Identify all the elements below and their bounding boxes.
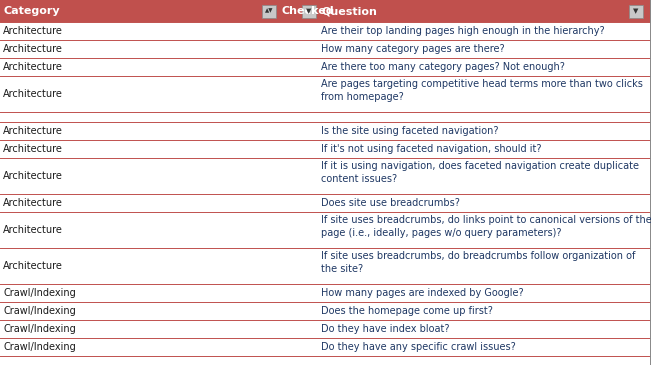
Text: Do they have index bloat?: Do they have index bloat? — [321, 324, 449, 334]
Text: Is the site using faceted navigation?: Is the site using faceted navigation? — [321, 126, 499, 136]
Text: Does site use breadcrumbs?: Does site use breadcrumbs? — [321, 198, 460, 208]
Text: ▲▼: ▲▼ — [265, 8, 273, 14]
Text: Architecture: Architecture — [3, 62, 63, 72]
Text: Are pages targeting competitive head terms more than two clicks
from homepage?: Are pages targeting competitive head ter… — [321, 79, 643, 102]
Text: ▼: ▼ — [633, 8, 639, 14]
Text: Are there too many category pages? Not enough?: Are there too many category pages? Not e… — [321, 62, 565, 72]
Text: How many category pages are there?: How many category pages are there? — [321, 44, 505, 54]
Text: If site uses breadcrumbs, do breadcrumbs follow organization of
the site?: If site uses breadcrumbs, do breadcrumbs… — [321, 251, 635, 274]
Text: If it is using navigation, does faceted navigation create duplicate
content issu: If it is using navigation, does faceted … — [321, 161, 639, 184]
Text: Does the homepage come up first?: Does the homepage come up first? — [321, 306, 493, 316]
Text: Crawl/Indexing: Crawl/Indexing — [3, 342, 76, 352]
Text: Architecture: Architecture — [3, 26, 63, 36]
Text: Category: Category — [4, 6, 61, 16]
Text: If site uses breadcrumbs, do links point to canonical versions of the
page (i.e.: If site uses breadcrumbs, do links point… — [321, 215, 651, 238]
Text: Architecture: Architecture — [3, 198, 63, 208]
Text: Crawl/Indexing: Crawl/Indexing — [3, 288, 76, 298]
Bar — [629, 4, 643, 18]
Bar — [262, 4, 276, 18]
Text: Architecture: Architecture — [3, 144, 63, 154]
Text: Do they have any specific crawl issues?: Do they have any specific crawl issues? — [321, 342, 516, 352]
Text: Architecture: Architecture — [3, 225, 63, 235]
Text: Architecture: Architecture — [3, 44, 63, 54]
Text: Architecture: Architecture — [3, 171, 63, 181]
Text: Crawl/Indexing: Crawl/Indexing — [3, 306, 76, 316]
Text: Architecture: Architecture — [3, 126, 63, 136]
Text: Question: Question — [321, 6, 377, 16]
Text: Architecture: Architecture — [3, 89, 63, 99]
Bar — [302, 4, 316, 18]
Text: Crawl/Indexing: Crawl/Indexing — [3, 324, 76, 334]
Text: How many pages are indexed by Google?: How many pages are indexed by Google? — [321, 288, 523, 298]
Bar — [0, 0, 651, 22]
Text: ▼: ▼ — [307, 8, 312, 14]
Text: If it's not using faceted navigation, should it?: If it's not using faceted navigation, sh… — [321, 144, 542, 154]
Text: Checked: Checked — [281, 6, 333, 16]
Text: Architecture: Architecture — [3, 261, 63, 271]
Text: Are their top landing pages high enough in the hierarchy?: Are their top landing pages high enough … — [321, 26, 605, 36]
